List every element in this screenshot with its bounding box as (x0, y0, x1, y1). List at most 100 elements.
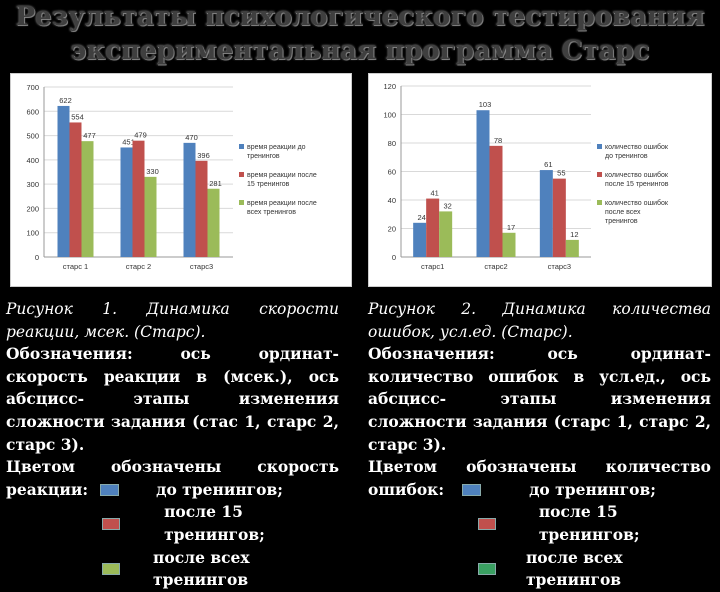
caption-right-legend-row-2: после 15 тренингов; (368, 501, 711, 546)
data-label: 470 (185, 133, 198, 142)
y-tick-label: 700 (26, 83, 39, 92)
legend-label: после 15 тренингов (605, 181, 669, 188)
y-tick-label: 100 (383, 111, 396, 120)
data-label: 103 (479, 100, 492, 109)
y-tick-label: 0 (35, 253, 39, 262)
legend-swatch (597, 172, 602, 177)
x-tick-label: старс2 (484, 262, 507, 271)
caption-right: Рисунок 2. Динамика количества ошибок, у… (368, 298, 711, 592)
bar (81, 141, 94, 257)
data-label: 622 (59, 96, 72, 105)
caption-right-body: Обозначения: ось ординат- количество оши… (368, 344, 711, 454)
caption-right-title: Рисунок 2. Динамика количества (368, 300, 711, 318)
bar (539, 170, 553, 257)
bar (195, 160, 208, 257)
data-label: 24 (417, 213, 425, 222)
y-tick-label: 60 (388, 168, 396, 177)
bar (476, 110, 490, 257)
legend-label: количество ошибок (605, 199, 669, 207)
data-label: 55 (557, 169, 565, 178)
caption-left-legend-row-2: после 15 тренингов; (6, 501, 339, 546)
bar (69, 122, 82, 257)
caption-left-legend-row-1: реакции: до тренингов; (6, 479, 339, 502)
caption-right-legend-3: после всех тренингов (525, 547, 623, 590)
green-swatch (102, 563, 121, 576)
x-tick-label: старс3 (190, 262, 213, 271)
slide-title-line-1: Результаты психологического тестирования (15, 2, 705, 32)
y-tick-label: 500 (26, 132, 39, 141)
bar (144, 176, 157, 257)
bar (183, 142, 196, 257)
caption-left-color-intro: Цветом обозначены скорость (6, 457, 339, 477)
x-tick-label: старс 2 (126, 262, 151, 271)
x-tick-label: старс 1 (63, 262, 88, 271)
data-label: 477 (83, 131, 96, 140)
data-label: 12 (570, 230, 578, 239)
green-swatch (478, 563, 496, 576)
legend-swatch (239, 172, 244, 177)
legend-label: всех тренингов (247, 209, 296, 216)
x-tick-label: старс3 (548, 262, 571, 271)
legend-label: количество ошибок (605, 143, 669, 151)
data-label: 330 (146, 167, 159, 176)
caption-left-legend-3: после всех тренингов (153, 547, 250, 590)
data-label: 396 (197, 151, 210, 160)
bar (565, 239, 579, 257)
y-tick-label: 120 (383, 82, 396, 91)
bar (413, 222, 427, 257)
data-label: 479 (134, 131, 147, 140)
errors-chart-svg: 0 20 40 60 80 100 120 24 41 32 старс1 103 78 17 старс2… (383, 82, 669, 271)
caption-left-legend-1: до тренингов; (156, 479, 283, 499)
data-label: 451 (122, 137, 135, 146)
caption-left-body: Обозначения: ось ординат- скорость реакц… (6, 344, 339, 454)
slide-title-line-2: экспериментальная программа Старс (70, 36, 650, 66)
legend-label: тренингов (247, 153, 280, 160)
data-label: 554 (71, 112, 84, 121)
data-label: 78 (494, 136, 502, 145)
bar (489, 145, 503, 257)
y-tick-label: 80 (388, 139, 396, 148)
y-tick-label: 300 (26, 180, 39, 189)
legend-label: количество ошибок (605, 171, 669, 179)
data-label: 17 (507, 223, 515, 232)
caption-left-color-intro-end: реакции: (6, 479, 89, 499)
legend-label: после всех (605, 209, 641, 216)
caption-right-legend-1: до тренингов; (529, 479, 656, 499)
bar (132, 140, 145, 257)
y-tick-label: 600 (26, 107, 39, 116)
legend-label: 15 тренингов (247, 181, 290, 188)
caption-right-legend-row-3: после всех тренингов (368, 547, 711, 592)
legend-swatch (239, 200, 244, 205)
bar (426, 198, 440, 257)
legend-label: время реакции до (247, 144, 306, 151)
y-tick-label: 400 (26, 156, 39, 165)
data-label: 32 (443, 201, 451, 210)
caption-left-legend-row-3: после всех тренингов (6, 547, 339, 592)
bar (207, 188, 220, 257)
y-tick-label: 100 (26, 229, 39, 238)
caption-left-legend-2: после 15 тренингов; (164, 502, 265, 544)
red-swatch (478, 517, 496, 530)
y-tick-label: 200 (26, 204, 39, 213)
legend-label: время реакции после (247, 172, 317, 179)
red-swatch (102, 517, 121, 530)
caption-right-legend-2: после 15 тренингов; (538, 502, 640, 544)
bar (120, 147, 133, 257)
caption-left-title: Рисунок 1. Динамика скорости (6, 300, 339, 318)
data-label: 281 (209, 179, 222, 188)
bar (552, 178, 566, 257)
slide-title: Результаты психологического тестирования… (0, 0, 720, 68)
bar (502, 232, 516, 257)
caption-right-color-intro-end: ошибок: (368, 479, 445, 499)
x-tick-label: старс1 (421, 262, 444, 271)
caption-right-color-intro: Цветом обозначены количество (368, 457, 711, 477)
reaction-time-chart: 0 100 200 300 400 500 600 700 622 554 477 старс 1 45… (10, 73, 352, 287)
caption-right-legend-row-1: ошибок: до тренингов; (368, 479, 711, 502)
blue-swatch (100, 484, 120, 497)
y-tick-label: 20 (388, 225, 396, 234)
legend-label: тренингов (605, 218, 638, 225)
caption-left-subtitle: реакции, мсек. (Старс). (6, 322, 206, 341)
legend-swatch (597, 200, 602, 205)
errors-chart: 0 20 40 60 80 100 120 24 41 32 старс1 103 78 17 старс2… (368, 73, 712, 287)
legend-swatch (597, 144, 602, 149)
